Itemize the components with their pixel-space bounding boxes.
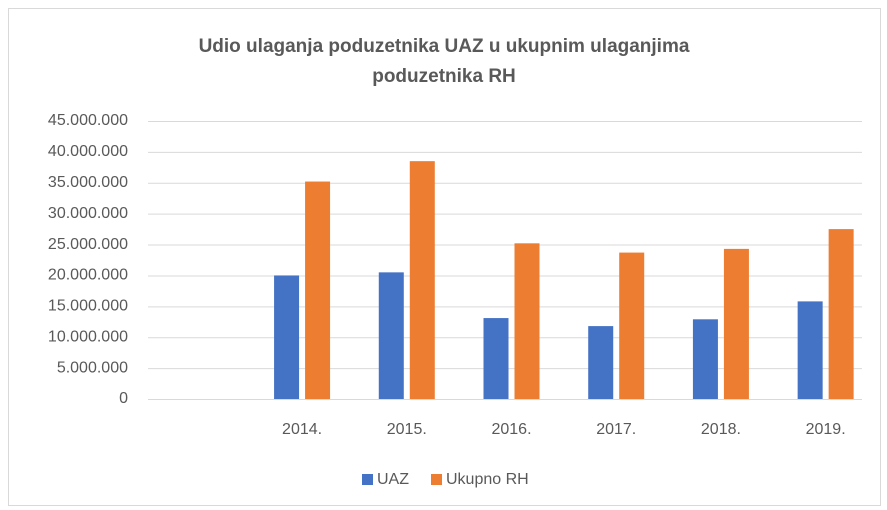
x-tick-label: 2017. [596,421,636,438]
bar [274,275,300,399]
bar [588,326,614,399]
bar [692,319,718,399]
bar [305,181,331,399]
chart-title: Udio ulaganja poduzetnika UAZ u ukupnim … [199,36,690,57]
y-tick-label: 40.000.000 [48,143,128,160]
bar [514,243,540,399]
y-tick-label: 20.000.000 [48,267,128,284]
chart-title: poduzetnika RH [372,66,516,87]
y-tick-label: 10.000.000 [48,328,128,345]
y-tick-label: 25.000.000 [48,236,128,253]
x-tick-label: 2018. [701,421,741,438]
y-tick-label: 35.000.000 [48,174,128,191]
bar [619,252,645,399]
x-tick-label: 2014. [282,421,322,438]
y-tick-label: 30.000.000 [48,205,128,222]
y-tick-label: 45.000.000 [48,112,128,129]
y-tick-label: 15.000.000 [48,298,128,315]
bar [723,248,749,399]
bar [409,161,435,399]
bar [828,229,854,399]
bar [483,318,509,399]
bar [797,301,823,399]
x-tick-label: 2016. [491,421,531,438]
bar [378,272,404,399]
x-tick-label: 2015. [387,421,427,438]
y-tick-label: 5.000.000 [57,359,128,376]
legend-swatch [431,474,442,485]
x-tick-label: 2019. [806,421,846,438]
legend-label: Ukupno RH [446,471,529,488]
legend-swatch [362,474,373,485]
legend-label: UAZ [377,471,409,488]
y-tick-label: 0 [119,390,128,407]
